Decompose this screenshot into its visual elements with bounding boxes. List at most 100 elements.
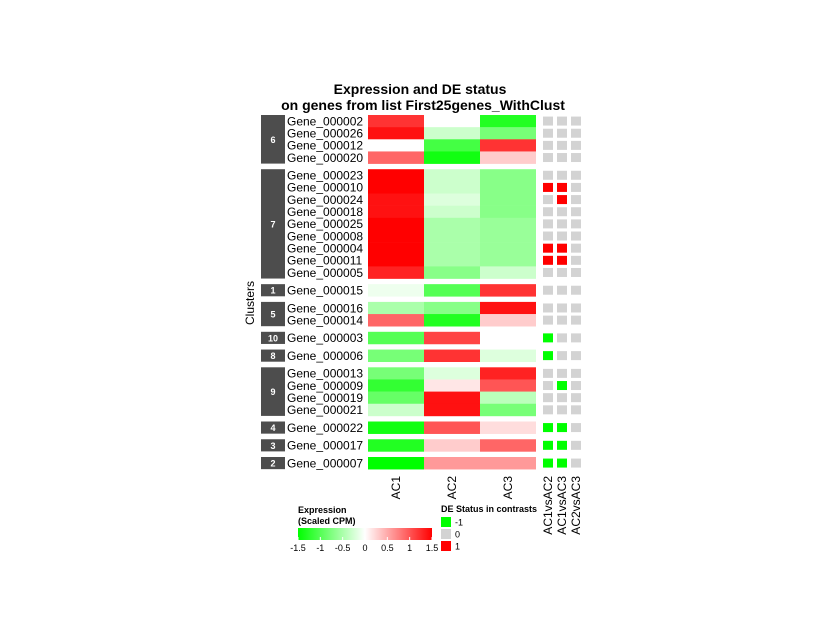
- de-legend-key: [441, 529, 451, 539]
- expression-cell: [480, 205, 536, 219]
- gene-label: Gene_000008: [287, 229, 363, 243]
- de-legend-label: 1: [455, 542, 460, 552]
- expression-cell: [424, 151, 480, 164]
- de-status-cell: [543, 393, 553, 403]
- de-status-cell: [557, 182, 567, 192]
- de-status-cell: [543, 140, 553, 150]
- expression-cell: [480, 151, 536, 164]
- de-status-cell: [543, 368, 553, 378]
- gene-label: Gene_000003: [287, 331, 363, 345]
- de-status-cell: [571, 285, 581, 295]
- gene-label: Gene_000017: [287, 439, 363, 453]
- expression-cell: [368, 181, 424, 194]
- expression-cell: [480, 242, 536, 255]
- de-status-cell: [571, 170, 581, 180]
- cluster-label: 6: [270, 135, 275, 145]
- cluster-strip-8: [261, 349, 285, 362]
- de-status-cell: [571, 255, 581, 265]
- de-status-cell: [557, 231, 567, 241]
- cluster-strip-7: [261, 169, 285, 279]
- de-legend-keys: -1 0 1: [441, 517, 463, 552]
- cluster-strip-3: [261, 439, 285, 452]
- expression-cell: [480, 439, 536, 452]
- cluster-strip-2: [261, 457, 285, 470]
- colorbar-tick-label: 0: [362, 543, 367, 553]
- de-status-cell: [543, 458, 553, 468]
- expression-cell: [368, 169, 424, 182]
- expression-cell: [424, 127, 480, 140]
- de-status-cell: [571, 243, 581, 253]
- cluster-strip-6: [261, 115, 285, 164]
- cluster-label: 1: [270, 286, 275, 296]
- gene-label: Gene_000004: [287, 241, 363, 255]
- expression-cell: [424, 314, 480, 327]
- expression-cell: [480, 391, 536, 405]
- gene-label: Gene_000009: [287, 379, 363, 393]
- de-status-cell: [557, 405, 567, 415]
- contrast-label: AC1vsAC2: [541, 476, 555, 535]
- de-status-cell: [543, 207, 553, 217]
- de-status-cell: [557, 243, 567, 253]
- expression-cell: [424, 266, 480, 279]
- expression-cell: [368, 331, 424, 345]
- expression-cell: [480, 457, 536, 470]
- de-status-cell: [557, 393, 567, 403]
- gene-label: Gene_000020: [287, 151, 363, 165]
- expression-cell: [480, 284, 536, 297]
- de-legend-title: DE Status in contrasts: [441, 504, 537, 514]
- expression-cell: [424, 367, 480, 380]
- contrast-label: AC2vsAC3: [569, 476, 583, 535]
- expression-cell: [424, 229, 480, 243]
- de-status-cell: [557, 381, 567, 391]
- gene-label: Gene_000018: [287, 205, 363, 219]
- de-status-cell: [557, 207, 567, 217]
- de-status-cell: [543, 303, 553, 313]
- de-status-cell: [543, 315, 553, 325]
- de-status-cell: [571, 267, 581, 277]
- gene-label: Gene_000006: [287, 349, 363, 363]
- expression-cell: [480, 127, 536, 140]
- de-legend-key: [441, 517, 451, 527]
- de-status-cell: [543, 333, 553, 343]
- expression-cell: [368, 217, 424, 231]
- colorbar-tick-label: 1: [407, 543, 412, 553]
- contrast-label: AC1vsAC3: [555, 476, 569, 535]
- de-status-cell: [571, 440, 581, 450]
- cluster-label: 2: [270, 459, 275, 469]
- de-status-cell: [557, 219, 567, 229]
- de-status-cell: [571, 368, 581, 378]
- de-status-cell: [571, 231, 581, 241]
- column-label: AC1: [389, 476, 403, 500]
- expression-cell: [368, 379, 424, 392]
- de-status-cell: [571, 219, 581, 229]
- expression-cell: [424, 403, 480, 417]
- chart-subtitle: on genes from list First25genes_WithClus…: [281, 97, 565, 113]
- expression-cells: [368, 115, 536, 470]
- de-status-cell: [543, 440, 553, 450]
- expression-cell: [480, 349, 536, 362]
- de-status-cell: [543, 153, 553, 163]
- expression-cell: [424, 169, 480, 182]
- expression-cell: [480, 314, 536, 327]
- expression-cell: [480, 254, 536, 267]
- gene-label: Gene_000012: [287, 139, 363, 153]
- gene-label: Gene_000015: [287, 284, 363, 298]
- de-legend-key: [441, 541, 451, 551]
- de-status-cell: [557, 423, 567, 433]
- de-status-cell: [543, 405, 553, 415]
- expression-cell: [368, 193, 424, 206]
- de-status-cell: [557, 285, 567, 295]
- gene-label: Gene_000016: [287, 301, 363, 315]
- colorbar-tick-label: -1.5: [290, 543, 306, 553]
- gene-label: Gene_000022: [287, 421, 363, 435]
- gene-label: Gene_000019: [287, 391, 363, 405]
- gene-label: Gene_000023: [287, 169, 363, 183]
- de-status-cell: [571, 333, 581, 343]
- expression-cell: [368, 284, 424, 297]
- colorbar-tick-label: -0.5: [335, 543, 351, 553]
- expression-cell: [424, 217, 480, 231]
- de-status-cell: [571, 140, 581, 150]
- de-status-cell: [543, 182, 553, 192]
- expression-cell: [368, 391, 424, 405]
